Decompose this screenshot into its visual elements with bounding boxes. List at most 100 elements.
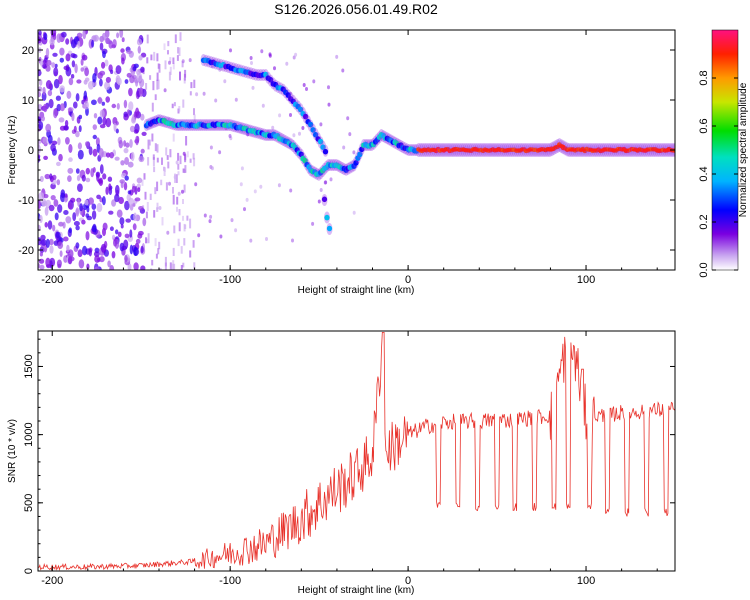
noise-speck bbox=[92, 148, 98, 157]
noise-speck bbox=[128, 197, 135, 205]
noise-speck bbox=[75, 130, 80, 138]
noise-streak bbox=[158, 64, 161, 73]
noise-speck bbox=[141, 131, 147, 136]
noise-speck bbox=[109, 152, 114, 159]
noise-speck bbox=[65, 137, 70, 145]
noise-streak bbox=[186, 215, 189, 221]
noise-streak bbox=[189, 91, 192, 96]
noise-speck bbox=[111, 234, 116, 241]
noise-streak bbox=[159, 268, 162, 270]
noise-speck bbox=[348, 132, 352, 137]
noise-speck bbox=[111, 103, 117, 109]
noise-speck bbox=[210, 166, 214, 171]
noise-speck bbox=[329, 177, 333, 182]
noise-speck bbox=[116, 103, 120, 110]
y-tick-label: 20 bbox=[22, 45, 34, 57]
noise-streak bbox=[185, 136, 188, 146]
noise-speck bbox=[45, 123, 52, 133]
noise-speck bbox=[240, 166, 244, 171]
noise-speck bbox=[101, 32, 107, 41]
noise-streak bbox=[172, 194, 175, 205]
noise-speck bbox=[120, 160, 125, 166]
noise-speck bbox=[59, 47, 65, 56]
noise-speck bbox=[81, 219, 86, 225]
noise-speck bbox=[56, 259, 62, 268]
noise-speck bbox=[58, 221, 64, 227]
noise-speck bbox=[319, 122, 323, 127]
noise-speck bbox=[81, 174, 86, 182]
noise-speck bbox=[73, 221, 80, 226]
trace-blob bbox=[268, 77, 274, 83]
x-tick-label: -100 bbox=[219, 575, 241, 587]
steady-bead bbox=[546, 148, 555, 152]
noise-speck bbox=[319, 188, 323, 192]
noise-speck bbox=[74, 63, 78, 74]
noise-speck bbox=[239, 182, 243, 187]
noise-speck bbox=[124, 200, 130, 211]
noise-speck bbox=[124, 233, 130, 239]
noise-speck bbox=[125, 142, 130, 148]
noise-speck bbox=[84, 77, 90, 82]
noise-speck bbox=[40, 234, 46, 241]
noise-speck bbox=[104, 81, 111, 90]
noise-speck bbox=[101, 61, 106, 69]
noise-speck bbox=[53, 78, 60, 89]
noise-speck bbox=[91, 225, 97, 233]
noise-speck bbox=[142, 217, 147, 227]
noise-streak bbox=[169, 57, 172, 63]
noise-speck bbox=[68, 77, 74, 86]
noise-speck bbox=[129, 139, 133, 148]
noise-speck bbox=[38, 224, 41, 231]
noise-streak bbox=[178, 47, 181, 56]
noise-speck bbox=[57, 241, 64, 249]
noise-streak bbox=[164, 262, 167, 270]
noise-speck bbox=[132, 66, 137, 72]
noise-streak bbox=[178, 222, 181, 232]
trace-blob bbox=[298, 151, 304, 158]
noise-speck bbox=[140, 148, 145, 154]
steady-bead bbox=[514, 148, 523, 152]
noise-speck bbox=[119, 217, 125, 226]
noise-streak bbox=[193, 114, 196, 123]
noise-speck bbox=[301, 126, 305, 130]
noise-speck bbox=[40, 115, 46, 122]
noise-speck bbox=[128, 101, 134, 111]
steady-bead bbox=[557, 144, 566, 148]
noise-speck bbox=[305, 87, 308, 91]
steady-bead bbox=[631, 148, 640, 152]
noise-streak bbox=[154, 238, 157, 247]
noise-speck bbox=[77, 149, 84, 160]
noise-speck bbox=[129, 229, 133, 238]
noise-speck bbox=[125, 218, 131, 223]
noise-streak bbox=[152, 81, 155, 91]
noise-streak bbox=[189, 250, 192, 258]
noise-speck bbox=[194, 182, 198, 187]
trace-blob bbox=[313, 132, 319, 138]
steady-bead bbox=[439, 148, 448, 152]
noise-speck bbox=[38, 121, 44, 130]
noise-speck bbox=[67, 249, 74, 259]
noise-speck bbox=[76, 79, 82, 84]
noise-streak bbox=[156, 72, 159, 81]
steady-bead bbox=[642, 148, 651, 152]
noise-speck bbox=[65, 216, 72, 224]
noise-speck bbox=[56, 33, 62, 43]
noise-speck bbox=[183, 169, 187, 174]
noise-streak bbox=[167, 50, 169, 55]
y-tick-label: 1500 bbox=[23, 354, 35, 378]
noise-streak bbox=[169, 149, 172, 158]
noise-speck bbox=[50, 30, 57, 37]
steady-bead bbox=[450, 148, 459, 152]
noise-speck bbox=[128, 87, 133, 97]
noise-streak bbox=[171, 103, 174, 109]
noise-speck bbox=[51, 62, 56, 68]
noise-speck bbox=[67, 175, 72, 183]
trace-blob bbox=[326, 225, 333, 232]
noise-speck bbox=[109, 226, 114, 231]
steady-bead bbox=[471, 148, 480, 152]
noise-speck bbox=[77, 142, 82, 150]
snr-frame bbox=[37, 330, 676, 572]
noise-streak bbox=[147, 233, 150, 244]
